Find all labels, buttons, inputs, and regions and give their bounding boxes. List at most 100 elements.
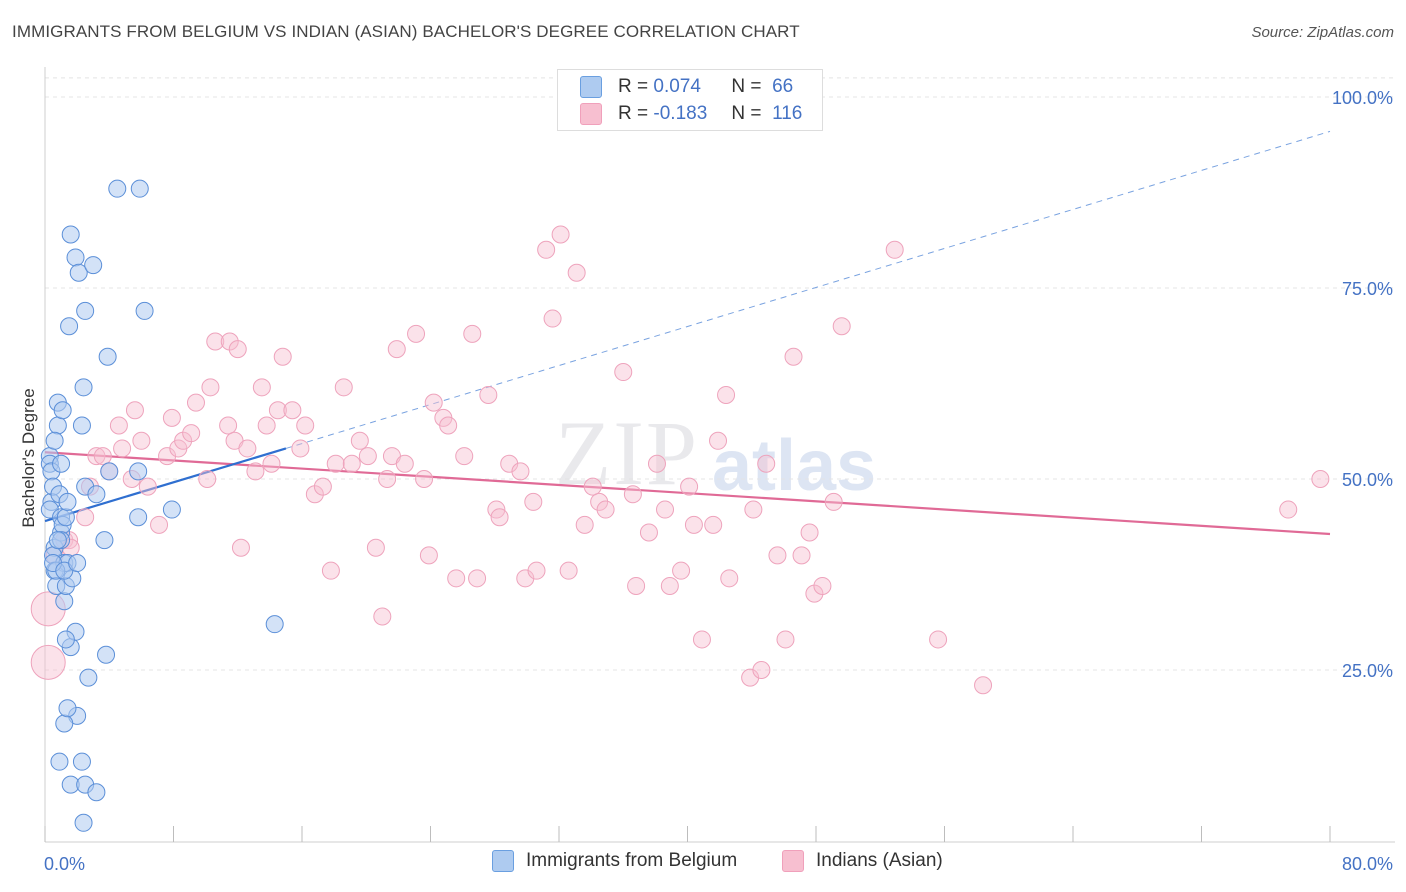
indian-point [684, 515, 703, 534]
indian-point [358, 447, 377, 466]
bottom-legend-label-belgium: Immigrants from Belgium [526, 850, 738, 871]
indian-point [350, 431, 369, 450]
indian-point [231, 538, 250, 557]
belgium-point [56, 630, 75, 649]
y-axis-label: Bachelor's Degree [19, 388, 38, 527]
indian-point [832, 317, 851, 336]
indian-point [326, 454, 345, 473]
indian-point [273, 347, 292, 366]
indian-point [321, 561, 340, 580]
indian-point [182, 424, 201, 443]
indian-point [93, 447, 112, 466]
belgium-point [100, 462, 119, 481]
indian-point [551, 225, 570, 244]
indian-point [490, 508, 509, 527]
indian-point [252, 378, 271, 397]
legend: R = 0.074 N = 66 R = -0.183 N = 116 [557, 69, 823, 131]
indian-point [717, 385, 736, 404]
indian-point [704, 515, 723, 534]
indian-point [623, 485, 642, 504]
indian-point [415, 470, 434, 488]
indian-point [1279, 500, 1298, 519]
legend-r-value: 0.074 [653, 76, 701, 97]
indian-point [395, 454, 414, 473]
indian-point [660, 576, 679, 595]
indian-point [524, 492, 543, 511]
indian-point [455, 447, 474, 466]
indian-point [373, 607, 392, 626]
indian-point [468, 569, 487, 588]
belgium-point [74, 378, 93, 397]
belgium-point [72, 752, 91, 771]
indian-point [824, 492, 843, 511]
indian-point [885, 240, 904, 259]
indian-point [342, 454, 361, 473]
indian-point [463, 324, 482, 343]
bottom-legend: Immigrants from Belgium Indians (Asian) [0, 850, 1406, 880]
indian-point [800, 523, 819, 542]
indian-point [296, 416, 315, 435]
belgium-point [74, 813, 93, 832]
belgium-point [87, 783, 106, 802]
legend-n-value: 66 [772, 76, 794, 97]
indian-point [792, 546, 811, 565]
y-tick-label: 50.0% [1342, 470, 1393, 490]
source-label: Source: ZipAtlas.com [1251, 24, 1394, 41]
belgium-point [45, 431, 64, 450]
indian-trend-line [44, 451, 1331, 536]
indian-point [639, 523, 658, 542]
indian-point [366, 538, 385, 557]
belgium-point [66, 248, 85, 267]
indian-point [201, 378, 220, 397]
indian-point [186, 393, 205, 412]
indian-point [813, 576, 832, 595]
gridlines [45, 77, 1395, 671]
indian-point [424, 393, 443, 412]
belgium-point [48, 416, 67, 435]
indian-point [543, 309, 562, 328]
indian-point [30, 644, 66, 680]
y-tick-label: 75.0% [1342, 279, 1393, 299]
belgium-point [55, 714, 74, 733]
indian-point [656, 500, 675, 519]
indian-point [162, 408, 181, 427]
legend-r-label: R = [618, 103, 649, 124]
legend-swatch-belgium [580, 76, 602, 98]
belgium-point [48, 531, 67, 550]
belgium-point [129, 462, 148, 481]
belgium-point [58, 492, 77, 511]
belgium-point [84, 256, 103, 275]
indian-point [757, 454, 776, 473]
belgium-point [50, 752, 69, 771]
indian-point [313, 477, 332, 496]
legend-n-value: 116 [772, 103, 803, 124]
bottom-legend-swatch-belgium [492, 850, 514, 872]
belgium-points [40, 179, 284, 832]
indian-point [575, 515, 594, 534]
indian-point [527, 561, 546, 580]
indian-point [246, 462, 265, 481]
legend-r-value: -0.183 [653, 103, 708, 124]
legend-row-indian: R = -0.183 N = 116 [580, 101, 802, 127]
indian-point [559, 561, 578, 580]
indian-point [479, 385, 498, 404]
indian-point [257, 416, 276, 435]
indian-point [680, 477, 699, 496]
belgium-point [130, 179, 149, 198]
belgium-point [108, 179, 127, 198]
indian-point [76, 508, 95, 527]
belgium-point [68, 554, 87, 573]
x-tick-label: 0.0% [44, 854, 85, 874]
indian-point [672, 561, 691, 580]
indian-point [784, 347, 803, 366]
indian-point [929, 630, 948, 649]
indian-point [150, 515, 169, 534]
indian-point [291, 439, 310, 458]
x-tick-label: 80.0% [1342, 854, 1393, 874]
belgium-point [265, 615, 284, 634]
y-tick-label: 100.0% [1332, 88, 1393, 108]
tick-labels: 25.0% 50.0% 75.0% 100.0% 0.0% 80.0% [44, 88, 1393, 874]
indian-point [627, 576, 646, 595]
belgium-point [129, 508, 148, 527]
bottom-legend-swatch-indian [782, 850, 804, 872]
